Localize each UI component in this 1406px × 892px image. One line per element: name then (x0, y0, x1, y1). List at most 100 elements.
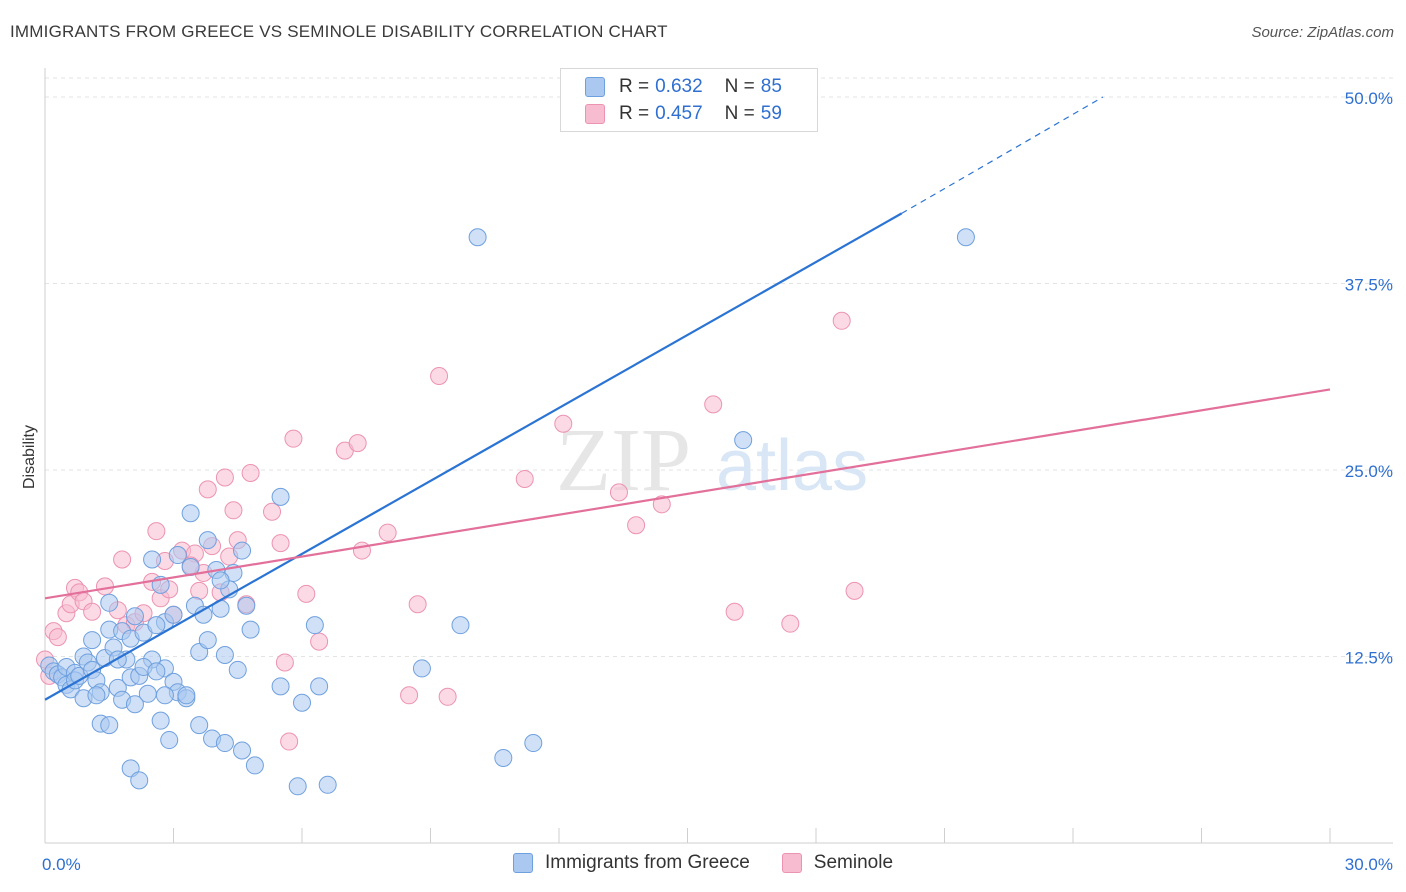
seminole-point (408, 595, 427, 614)
seminole-point (280, 732, 299, 751)
greece-point (524, 734, 543, 753)
seminole-point (198, 480, 217, 499)
seminole-point (845, 581, 864, 600)
greece-point (190, 716, 209, 735)
greece-point (293, 693, 311, 712)
greece-point (215, 646, 234, 665)
seminole-point (284, 429, 303, 448)
seminole-point (554, 414, 573, 433)
grid-lines (45, 77, 1393, 657)
greece-point (198, 631, 217, 650)
greece-point (130, 771, 149, 790)
y-tick-label: 50.0% (1345, 89, 1393, 108)
seminole-point (241, 463, 260, 482)
seminole-point (348, 434, 367, 453)
legend-r-value: 0.632 (655, 76, 703, 97)
legend-item-seminole[interactable]: Seminole (781, 852, 894, 874)
seminole-point (725, 602, 744, 621)
x-tick-label: 0.0% (42, 855, 81, 874)
greece-point (233, 741, 252, 760)
legend-n-label: N = (724, 76, 755, 97)
greece-point (138, 684, 157, 703)
legend-n-label: N = (724, 103, 755, 124)
greece-point (125, 695, 144, 714)
source-label: Source: ZipAtlas.com (1251, 24, 1394, 41)
greece-point (228, 660, 247, 679)
greece-point (147, 616, 166, 635)
trend-lines (44, 96, 1331, 701)
seminole-point (83, 602, 102, 621)
greece-point (83, 631, 102, 650)
legend-label-greece: Immigrants from Greece (544, 852, 750, 873)
greece-point (412, 659, 431, 678)
x-tick-label: 30.0% (1345, 855, 1393, 874)
greece-point (100, 593, 119, 612)
seminole-point (609, 483, 628, 502)
greece-point (305, 616, 324, 635)
y-tick-label: 25.0% (1345, 462, 1393, 481)
greece-point (237, 596, 256, 615)
greece-point (160, 731, 179, 750)
greece-point (155, 686, 174, 705)
greece-trend-extension (901, 96, 1104, 214)
greece-point (168, 546, 187, 565)
seminole-point (832, 311, 851, 330)
seminole-point (378, 523, 397, 542)
seminole-point (95, 577, 114, 596)
legend-row-greece: R = 0.632 N = 85 (585, 75, 782, 99)
y-axis-label: Disability (21, 425, 38, 489)
greece-point (198, 531, 217, 550)
y-tick-label: 12.5% (1345, 649, 1393, 668)
seminole-point (438, 687, 457, 706)
greece-point (310, 677, 329, 696)
stats-legend: R = 0.632 N = 85 R = 0.457 N = 59 (560, 68, 818, 132)
greece-point (734, 431, 753, 450)
greece-point (177, 686, 196, 705)
greece-point (468, 228, 487, 247)
seminole-point (190, 581, 209, 600)
seminole-point (352, 541, 371, 560)
seminole-point (297, 584, 316, 603)
legend-row-seminole: R = 0.457 N = 59 (585, 102, 782, 126)
seminole-point (400, 686, 419, 705)
seminole-point (652, 495, 671, 514)
legend-item-greece[interactable]: Immigrants from Greece (512, 852, 750, 874)
legend-r-label: R = (619, 103, 650, 124)
legend-n-value: 59 (760, 103, 782, 124)
greece-point (451, 616, 470, 635)
axes (44, 68, 1393, 844)
greece-point (215, 734, 234, 753)
greece-point (271, 487, 290, 506)
y-tick-label: 37.5% (1345, 276, 1393, 295)
greece-point (181, 504, 200, 523)
seminole-point (113, 550, 132, 569)
series-legend: Immigrants from Greece Seminole (0, 852, 1406, 874)
tick-labels: 12.5% 25.0% 37.5% 50.0% 0.0% 30.0% (42, 89, 1393, 874)
greece-point (318, 775, 337, 794)
greece-point (271, 677, 290, 696)
seminole-point (263, 502, 282, 521)
greece-point (164, 605, 183, 624)
seminole-point (275, 653, 294, 672)
legend-swatch-blue (585, 77, 605, 97)
greece-point (956, 228, 975, 247)
greece-point (100, 716, 119, 735)
seminole-point (310, 632, 329, 651)
legend-label-seminole: Seminole (813, 852, 894, 873)
legend-r-value: 0.457 (655, 103, 703, 124)
legend-swatch-pink (781, 853, 802, 873)
greece-point (147, 662, 166, 681)
seminole-point (515, 469, 534, 488)
greece-point (288, 777, 307, 796)
seminole-points (36, 311, 864, 751)
chart-title: IMMIGRANTS FROM GREECE VS SEMINOLE DISAB… (10, 22, 668, 41)
legend-swatch-blue (512, 853, 533, 873)
seminole-point (430, 367, 449, 386)
greece-points (40, 228, 975, 796)
seminole-point (215, 468, 234, 487)
legend-swatch-pink (585, 104, 605, 124)
greece-point (87, 686, 106, 705)
greece-point (233, 541, 252, 560)
legend-r-label: R = (619, 76, 650, 97)
